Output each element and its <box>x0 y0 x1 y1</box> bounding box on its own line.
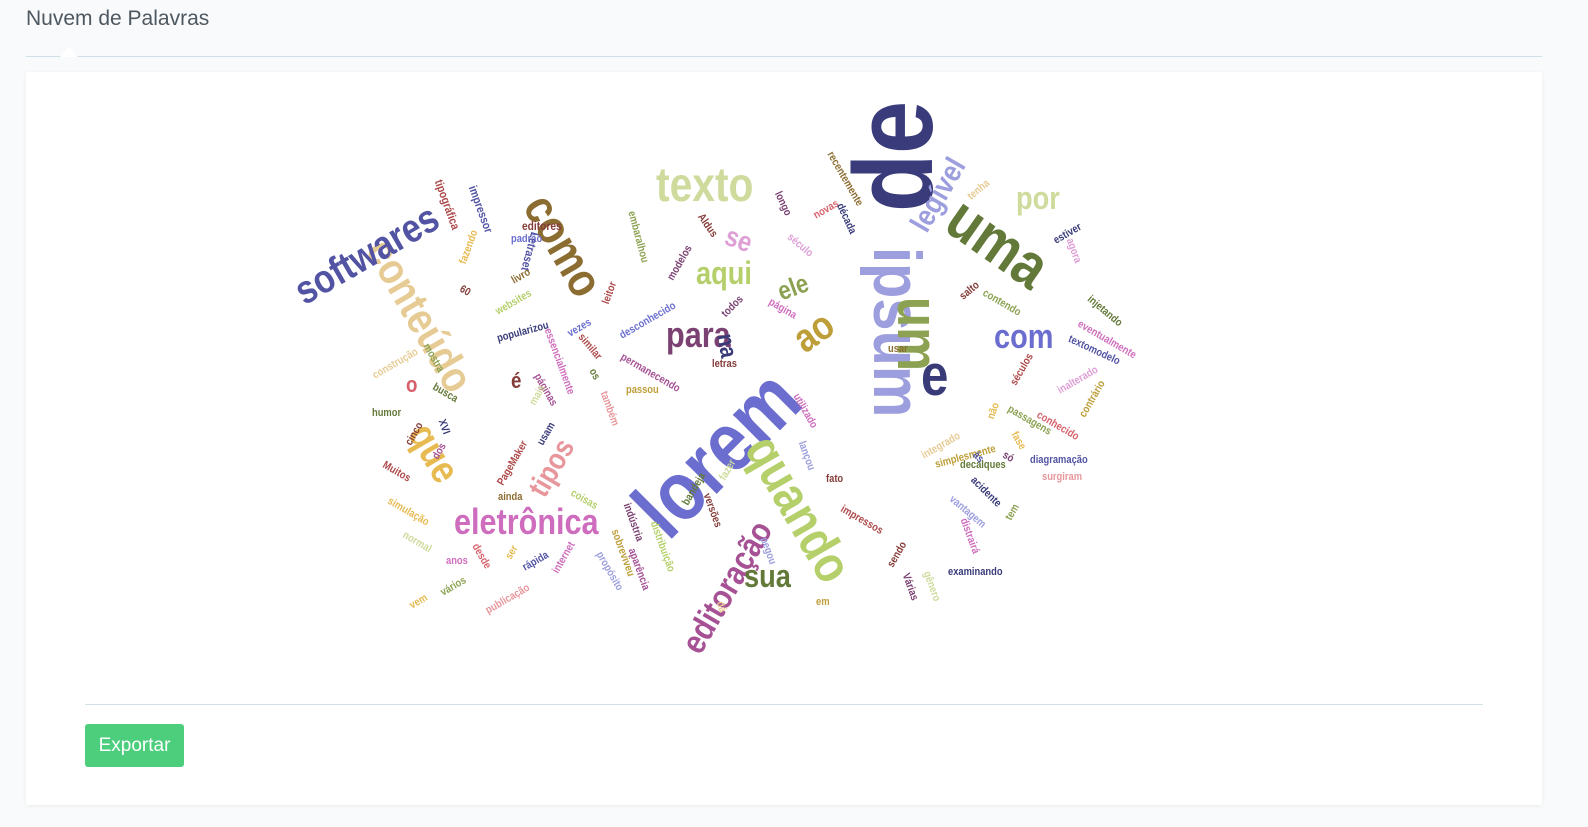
cloud-word: vários <box>438 574 469 599</box>
cloud-word: fase <box>1008 429 1029 452</box>
cloud-word: ainda <box>498 491 523 503</box>
cloud-word: vem <box>407 591 430 612</box>
cloud-word: internet <box>550 539 578 576</box>
cloud-word: eletrônica <box>454 501 599 542</box>
cloud-word: diagramação <box>1030 454 1088 466</box>
cloud-word: para <box>666 314 731 355</box>
cloud-word: embaralhou <box>625 209 651 265</box>
cloud-word: fazendo <box>457 228 481 266</box>
cloud-word: séculos <box>1008 351 1036 388</box>
cloud-word: humor <box>372 407 402 419</box>
cloud-word: passou <box>626 384 659 396</box>
cloud-word: gênero <box>920 569 943 604</box>
cloud-word: tem <box>1003 502 1022 523</box>
cloud-word: anos <box>446 555 468 567</box>
cloud-word: século <box>784 231 816 260</box>
page-title: Nuvem de Palavras <box>26 7 210 30</box>
cloud-word: editores <box>522 219 562 233</box>
cloud-word: por <box>1016 180 1060 216</box>
cloud-word: Várias <box>899 571 921 603</box>
cloud-word: examinando <box>948 566 1003 578</box>
cloud-word: sua <box>744 558 791 594</box>
cloud-word: salto <box>957 279 982 303</box>
cloud-word: longo <box>772 189 794 218</box>
cloud-word: todos <box>719 293 746 320</box>
cloud-word: livro <box>509 266 533 287</box>
cloud-word: decalques <box>960 459 1006 471</box>
header-pointer <box>60 47 78 57</box>
cloud-word: 60 <box>457 283 473 299</box>
cloud-word: ele <box>773 267 813 307</box>
cloud-word: ser <box>503 543 521 562</box>
cloud-word: agora <box>1063 236 1084 265</box>
cloud-word: simulação <box>385 495 432 529</box>
cloud-word: em <box>816 596 830 608</box>
cloud-word: rápida <box>520 549 551 574</box>
divider <box>85 704 1483 705</box>
cloud-word: não <box>985 401 1003 421</box>
word-cloud-area: de lorem ipsum uma um e quando texto como conteúd… <box>26 72 1542 692</box>
cloud-word: aqui <box>696 255 752 291</box>
cloud-word: similar <box>575 331 605 363</box>
cloud-word: se <box>721 220 757 259</box>
cloud-word: com <box>994 318 1054 356</box>
cloud-word: impressor <box>465 183 496 235</box>
word-cloud-panel: de lorem ipsum uma um e quando texto como conteúd… <box>26 72 1542 805</box>
cloud-word: e <box>921 343 949 408</box>
page-header: Nuvem de Palavras <box>26 0 1542 57</box>
cloud-word: Muitos <box>380 459 413 485</box>
cloud-word: modelos <box>665 243 695 283</box>
cloud-word: os <box>586 366 603 382</box>
export-button[interactable]: Exportar <box>85 724 184 767</box>
cloud-word: websites <box>493 287 534 318</box>
cloud-word: Aldus <box>694 211 720 240</box>
cloud-word: fato <box>826 473 844 485</box>
cloud-word: padrão <box>511 233 543 245</box>
cloud-word: acidente <box>968 474 1004 510</box>
cloud-word: surgiram <box>1042 471 1083 483</box>
cloud-word: desde <box>469 541 494 571</box>
word-cloud: de lorem ipsum uma um e quando texto como conteúd… <box>26 72 1542 692</box>
cloud-word: normal <box>400 529 434 556</box>
cloud-word: texto <box>656 159 754 212</box>
cloud-word: é <box>511 368 522 393</box>
cloud-word: usar <box>888 343 908 355</box>
cloud-word: contrário <box>1077 378 1108 420</box>
cloud-word: também <box>597 389 622 428</box>
cloud-word: letras <box>712 358 737 370</box>
cloud-word: publicação <box>483 581 532 617</box>
cloud-word: o <box>406 372 418 397</box>
cloud-word: sendo <box>885 539 910 570</box>
cloud-word: na <box>711 331 743 360</box>
